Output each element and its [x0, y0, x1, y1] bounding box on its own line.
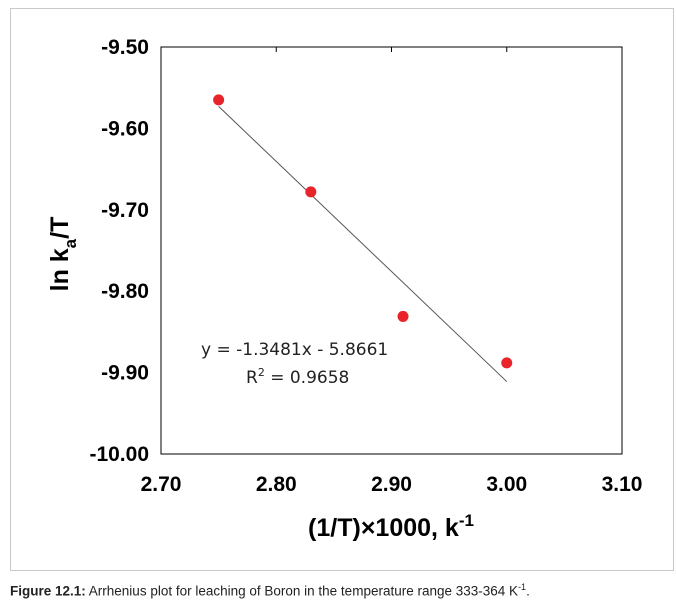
y-tick-labels: -9.50 -9.60 -9.70 -9.80 -9.90 -10.00: [89, 36, 149, 466]
equation-label: y = -1.3481x - 5.8661: [201, 340, 388, 360]
plot-area: [160, 46, 623, 455]
data-point: [213, 94, 225, 106]
data-point: [501, 357, 513, 369]
y-tick-label: -9.70: [101, 199, 149, 222]
y-tick-label: -9.80: [101, 280, 149, 303]
caption-end: .: [526, 583, 530, 599]
y-tick-label: -10.00: [89, 443, 149, 466]
trendline: [218, 106, 508, 382]
y-axis-title: ln ka/T: [46, 217, 80, 292]
y-tick-label: -9.60: [101, 117, 149, 140]
chart-container: 2.70 2.80 2.90 3.00 3.10 -9.50 -9.60 -9.70 -9.8…: [10, 8, 674, 571]
data-point: [397, 310, 409, 322]
x-tick-label: 2.90: [371, 473, 412, 496]
caption-superscript: -1: [518, 582, 527, 592]
caption-text: Arrhenius plot for leaching of Boron in …: [85, 583, 519, 599]
x-tick-label: 3.00: [486, 473, 527, 496]
x-axis-title: (1/T)×1000, k-1: [308, 511, 474, 542]
r-squared-label: R2 = 0.9658: [246, 366, 349, 388]
figure-caption: Figure 12.1: Arrhenius plot for leaching…: [10, 578, 674, 601]
arrhenius-chart: 2.70 2.80 2.90 3.00 3.10 -9.50 -9.60 -9.70 -9.8…: [46, 36, 643, 542]
data-point: [305, 186, 317, 198]
caption-label: Figure 12.1:: [10, 583, 86, 599]
x-tick-marks: [160, 47, 623, 52]
x-tick-label: 2.80: [256, 473, 297, 496]
x-tick-label: 2.70: [141, 473, 182, 496]
x-tick-label: 3.10: [602, 473, 643, 496]
y-tick-label: -9.90: [101, 362, 149, 385]
data-points: [213, 94, 513, 369]
x-tick-labels: 2.70 2.80 2.90 3.00 3.10: [141, 473, 643, 496]
y-tick-label: -9.50: [101, 36, 149, 59]
